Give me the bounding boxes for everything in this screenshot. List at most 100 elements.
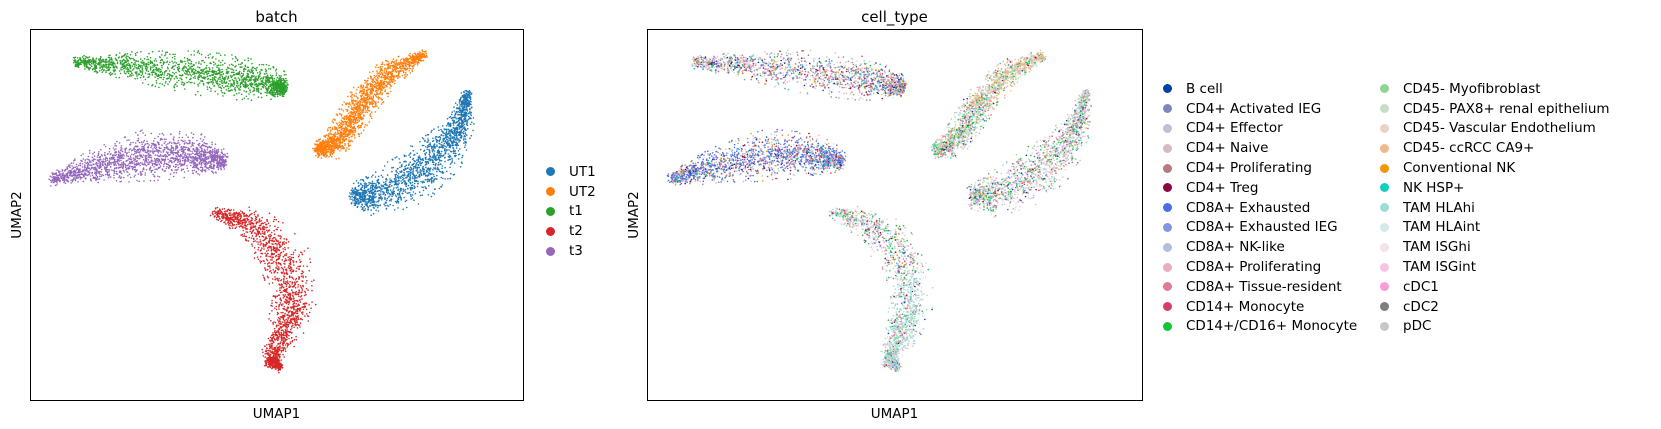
batch-point-UT1 [460,92,463,94]
batch-point-UT1 [461,123,464,125]
batch-point-UT1 [385,207,388,210]
batch-point-UT1 [366,185,368,187]
batch-point-UT2 [331,138,333,140]
batch-point-t1 [203,61,206,64]
batch-point-UT1 [448,137,450,139]
batch-point-UT1 [400,199,403,201]
batch-point-UT2 [352,133,354,136]
batch-point-t1 [166,51,169,53]
batch-point-t1 [177,63,179,66]
batch-point-t1 [142,76,145,78]
batch-point-UT1 [409,192,411,194]
batch-point-UT1 [426,146,429,149]
batch-point-UT1 [358,202,360,205]
batch-point-UT2 [366,124,368,126]
batch-point-UT1 [446,118,449,120]
batch-point-t1 [232,64,234,66]
batch-point-t1 [116,67,118,69]
batch-point-UT1 [389,194,392,196]
batch-point-UT2 [338,157,340,160]
batch-point-UT2 [335,127,338,130]
batch-point-UT2 [389,65,392,67]
batch-point-UT1 [451,111,454,113]
batch-point-UT2 [405,65,408,68]
batch-point-UT1 [364,199,366,201]
batch-point-UT2 [340,115,343,117]
batch-point-UT2 [415,55,417,58]
batch-point-UT2 [348,114,351,116]
batch-point-t1 [173,55,176,58]
batch-point-UT1 [459,148,461,150]
batch-point-UT1 [467,128,469,130]
batch-point-t1 [257,87,260,90]
batch-point-UT1 [396,180,399,183]
batch-point-UT2 [375,66,377,68]
batch-point-UT2 [363,115,365,118]
batch-point-UT1 [436,151,439,154]
batch-point-t1 [218,52,220,55]
batch-point-t1 [235,93,238,95]
batch-point-UT1 [386,161,389,163]
batch-point-UT1 [427,161,430,163]
batch-point-UT1 [427,158,430,161]
batch-point-UT2 [366,94,368,96]
batch-point-UT2 [426,56,428,58]
batch-point-UT1 [372,184,375,187]
batch-point-t1 [197,78,200,81]
batch-point-UT1 [372,192,375,195]
batch-point-UT2 [376,64,378,66]
batch-point-UT2 [321,150,323,153]
batch-point-UT2 [337,125,340,127]
batch-point-UT2 [397,73,400,75]
batch-point-t1 [186,57,189,60]
batch-point-UT1 [404,165,406,168]
batch-point-UT2 [382,86,384,89]
batch-point-UT1 [368,192,371,194]
batch-point-UT2 [339,131,342,133]
batch-point-UT2 [344,127,347,129]
batch-point-UT2 [341,104,344,106]
batch-point-UT1 [421,194,424,196]
batch-point-UT2 [386,83,389,85]
batch-point-t1 [109,71,112,74]
batch-point-UT1 [425,166,427,169]
batch-point-UT2 [373,77,376,79]
batch-point-UT1 [457,110,459,113]
batch-point-UT2 [413,56,416,59]
batch-point-UT2 [337,147,340,149]
batch-point-UT1 [371,199,373,201]
batch-point-t1 [269,74,272,76]
batch-point-UT1 [397,168,399,170]
batch-point-t1 [283,70,285,72]
batch-point-UT1 [413,159,415,162]
batch-point-t1 [266,74,269,76]
batch-point-UT2 [379,79,382,82]
batch-point-UT2 [347,119,350,121]
batch-point-UT2 [348,102,351,104]
batch-point-UT1 [452,152,455,155]
batch-point-UT1 [455,135,458,137]
batch-point-UT1 [457,144,460,147]
batch-point-t1 [233,84,235,86]
batch-point-UT2 [391,70,394,73]
batch-point-t1 [264,68,267,70]
batch-point-UT1 [395,179,398,181]
batch-point-UT2 [331,156,333,158]
batch-point-t1 [210,81,213,83]
batch-point-UT1 [444,178,446,180]
batch-point-UT2 [313,149,316,152]
batch-point-t1 [266,91,268,93]
batch-point-UT2 [357,86,360,89]
batch-point-UT1 [435,135,437,138]
batch-point-UT1 [392,193,394,196]
batch-point-t1 [139,69,141,72]
batch-point-UT1 [419,169,422,171]
batch-point-t1 [89,67,92,69]
batch-point-UT2 [409,52,411,55]
batch-point-UT2 [355,122,358,124]
batch-point-t1 [211,83,214,85]
batch-point-UT1 [436,168,439,170]
batch-point-UT2 [312,147,314,150]
batch-point-UT1 [413,199,415,201]
batch-point-UT2 [330,129,332,131]
